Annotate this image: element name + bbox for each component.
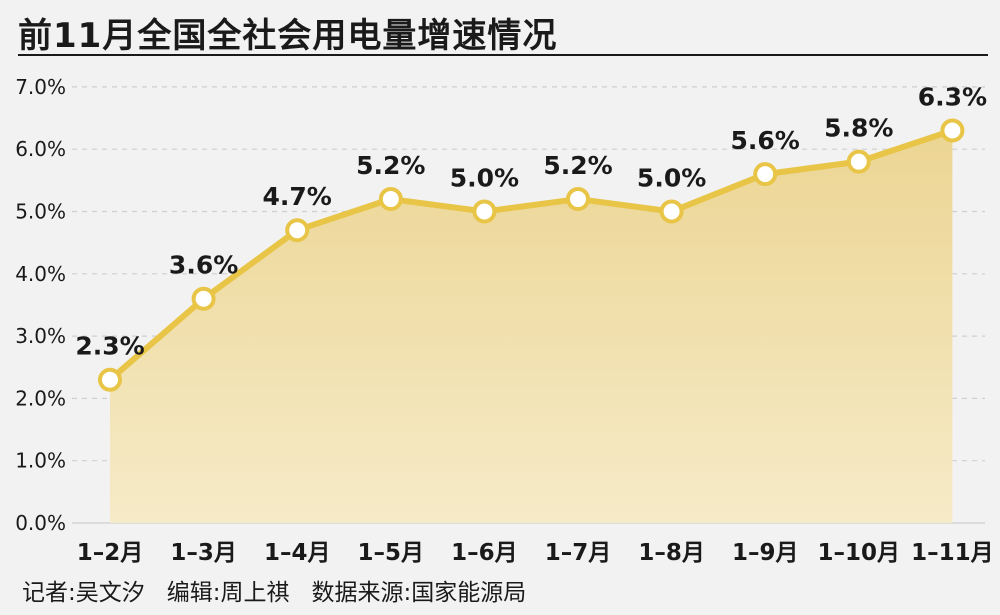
- x-tick-label: 1–8月: [638, 540, 705, 566]
- data-point: [378, 187, 403, 212]
- editor-credit: 编辑:周上祺: [166, 580, 290, 606]
- y-tick-label: 1.0%: [15, 449, 66, 473]
- series-line: [107, 127, 956, 383]
- y-tick-label: 7.0%: [15, 75, 66, 99]
- y-tick-label: 6.0%: [15, 137, 66, 161]
- area-fill-shape: [110, 130, 953, 523]
- title-divider: [18, 54, 988, 56]
- x-axis-ticks: 1–2月 1–3月 1–4月 1–5月 1–6月 1–7月 1–8月 1–9月 1–10月 1–1…: [77, 540, 994, 566]
- data-label: 5.2%: [356, 151, 425, 180]
- chart-title: 前11月全国全社会用电量增速情况: [18, 16, 558, 56]
- data-point: [659, 199, 684, 224]
- data-label: 5.0%: [637, 164, 706, 193]
- x-tick-label: 1–6月: [451, 540, 518, 566]
- credits-line: 记者:吴文汐 编辑:周上祺 数据来源:国家能源局: [22, 573, 548, 607]
- area-fill: [110, 130, 953, 523]
- data-label: 5.6%: [731, 126, 800, 155]
- x-tick-label: 1–11月: [911, 540, 994, 566]
- data-point: [285, 218, 310, 243]
- data-labels: 2.3% 3.6% 4.7% 5.2% 5.0% 5.2% 5.0% 5.6% 5.8% 6.3%: [75, 83, 987, 361]
- y-tick-label: 2.0%: [15, 386, 66, 410]
- data-point: [98, 367, 122, 392]
- data-label: 5.8%: [824, 114, 893, 143]
- y-tick-label: 5.0%: [15, 200, 66, 224]
- reporter-credit: 记者:吴文汐: [22, 580, 145, 606]
- x-tick-label: 1–3月: [170, 540, 237, 566]
- y-tick-label: 3.0%: [15, 324, 66, 348]
- source-credit: 数据来源:国家能源局: [311, 580, 527, 606]
- data-point: [566, 187, 590, 212]
- data-label: 3.6%: [169, 251, 238, 280]
- data-point: [940, 118, 965, 143]
- data-label: 2.3%: [75, 332, 144, 361]
- x-tick-label: 1–9月: [732, 540, 799, 566]
- data-point: [753, 162, 778, 187]
- data-label: 5.0%: [450, 164, 519, 193]
- x-tick-label: 1–10月: [818, 540, 901, 566]
- x-tick-label: 1–2月: [77, 540, 144, 566]
- y-tick-label: 0.0%: [15, 511, 66, 535]
- x-tick-label: 1–4月: [264, 540, 331, 566]
- data-point: [846, 149, 871, 174]
- data-label: 4.7%: [263, 182, 332, 211]
- data-points: [98, 118, 965, 392]
- data-point: [191, 286, 216, 311]
- x-tick-label: 1–7月: [545, 540, 612, 566]
- y-axis-ticks: 0.0% 1.0% 2.0% 3.0% 4.0% 5.0% 6.0% 7.0%: [15, 75, 66, 535]
- x-tick-label: 1–5月: [358, 540, 425, 566]
- y-tick-label: 4.0%: [15, 262, 66, 286]
- data-label: 6.3%: [918, 83, 987, 112]
- data-label: 5.2%: [543, 151, 612, 180]
- series-line-path: [107, 127, 956, 383]
- data-point: [472, 199, 497, 224]
